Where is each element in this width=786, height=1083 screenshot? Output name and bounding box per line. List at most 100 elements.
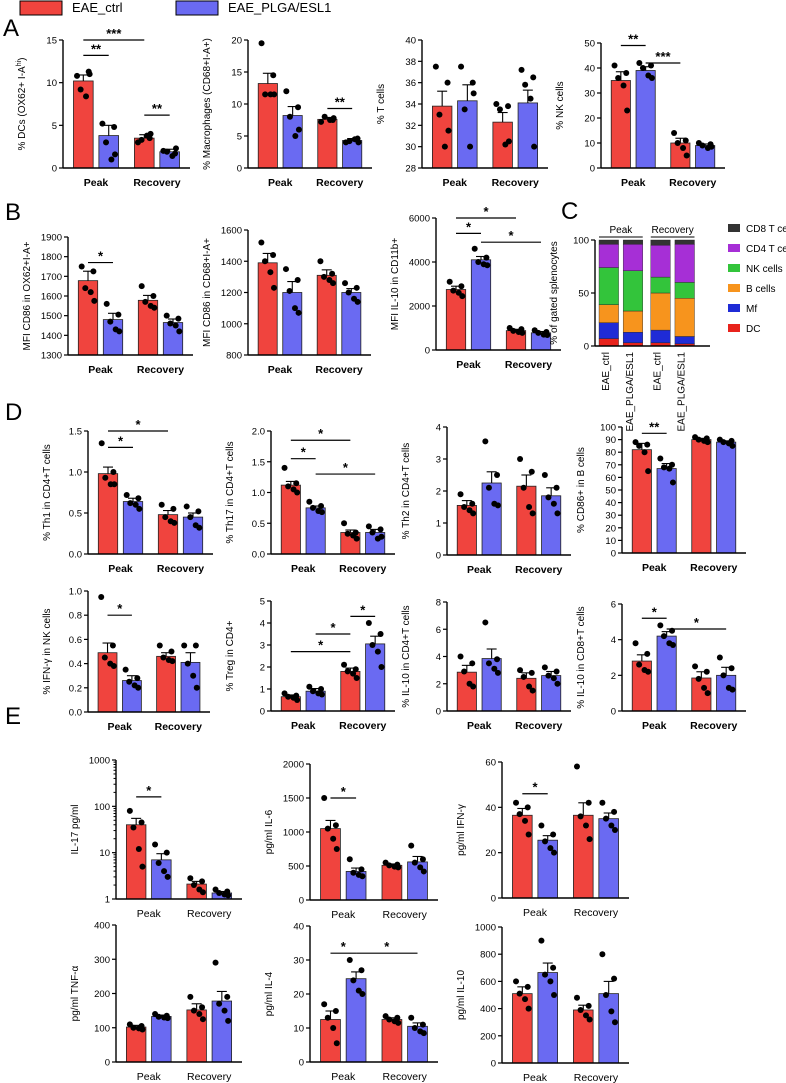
bar [481, 482, 502, 556]
data-point [359, 991, 366, 997]
bar [456, 671, 477, 712]
significance-label: ** [335, 94, 346, 109]
data-point [321, 795, 328, 801]
stack-legend-label: B cells [746, 284, 775, 295]
data-point [295, 309, 302, 316]
data-point [78, 263, 85, 270]
data-point [525, 831, 532, 838]
significance-label: * [318, 426, 324, 441]
data-point [538, 937, 545, 944]
data-point [318, 118, 325, 125]
y-tick-label: 1.0 [69, 587, 82, 598]
data-point [420, 1030, 427, 1037]
data-point [199, 889, 206, 896]
data-point [550, 675, 557, 682]
stack-legend-label: CD4 T cells [746, 244, 786, 255]
chart-e6: 0 200 400 600 800 1000 Peak Recovery pg/ml IL-10 [456, 923, 629, 1083]
data-point [395, 864, 402, 871]
x-category-label: Peak [108, 563, 133, 575]
data-point [358, 866, 365, 873]
data-point [175, 315, 182, 322]
y-tick-label: 200 [480, 1031, 496, 1042]
x-category-label: Recovery [155, 721, 202, 733]
panel-letter-a: A [3, 15, 19, 42]
data-point [513, 799, 520, 806]
data-point [470, 90, 477, 97]
y-tick-label: 15 [46, 36, 57, 47]
data-point [599, 951, 606, 958]
x-category-label: Recovery [574, 907, 619, 919]
data-point [432, 63, 439, 70]
y-tick-label: 50 [578, 289, 589, 300]
data-point [520, 673, 527, 680]
y-tick-label: 0 [299, 896, 304, 907]
data-point [135, 495, 142, 502]
data-point [163, 148, 170, 155]
data-point [111, 481, 118, 488]
data-point [155, 859, 162, 866]
significance-label: * [508, 228, 514, 243]
data-point [294, 489, 301, 496]
y-tick-label: 0 [436, 707, 441, 718]
stack-segment [598, 267, 619, 305]
data-point [138, 136, 145, 143]
stack-legend-label: DC [746, 324, 760, 335]
data-point [669, 479, 676, 486]
data-point [496, 106, 503, 113]
y-tick-label: 1700 [41, 272, 62, 283]
data-point [352, 666, 359, 673]
y-tick-label: 34 [405, 100, 416, 111]
data-point [475, 259, 482, 265]
data-point [285, 693, 292, 700]
data-point [196, 1011, 203, 1018]
y-tick-label: 1600 [221, 226, 242, 237]
data-point [321, 273, 328, 280]
y-tick-label: 4 [260, 619, 265, 630]
data-point [671, 130, 678, 136]
y-tick-label: 300 [94, 955, 110, 966]
data-point [196, 524, 203, 531]
data-point [190, 672, 197, 679]
data-point [83, 93, 90, 100]
data-point [353, 284, 360, 291]
x-category-label: Recovery [187, 1071, 232, 1083]
stack-segment [598, 338, 619, 347]
data-point [457, 491, 464, 498]
x-category-label: Peak [442, 177, 467, 189]
y-tick-label: 200 [94, 989, 110, 1000]
y-tick-label: 100 [573, 236, 589, 247]
data-point [525, 1005, 532, 1012]
data-point [346, 957, 353, 963]
bar [716, 441, 737, 554]
data-point [324, 825, 331, 832]
data-point [586, 1016, 593, 1023]
data-point [470, 510, 477, 517]
data-point [292, 133, 299, 139]
data-point [485, 484, 492, 491]
bar [156, 655, 176, 713]
data-point [123, 491, 130, 498]
bar [457, 100, 478, 169]
y-tick-label: 1600 [41, 292, 62, 303]
data-point [674, 140, 681, 146]
data-point [110, 663, 117, 670]
data-point [91, 297, 98, 304]
bar [691, 439, 712, 554]
y-tick-label: 20 [605, 523, 616, 534]
data-point [309, 504, 316, 511]
y-tick-label: 4 [611, 635, 616, 646]
data-point [355, 139, 362, 146]
data-point [458, 283, 465, 290]
data-point [270, 252, 277, 258]
data-point [510, 327, 517, 334]
data-point [695, 436, 702, 443]
data-point [160, 654, 167, 661]
y-tick-label: 60 [485, 758, 496, 769]
x-category-label: Peak [84, 177, 109, 189]
significance-label: ** [152, 101, 163, 116]
data-point [471, 245, 478, 252]
y-tick-label: 4 [436, 652, 441, 663]
x-category-label: Recovery [383, 909, 428, 921]
